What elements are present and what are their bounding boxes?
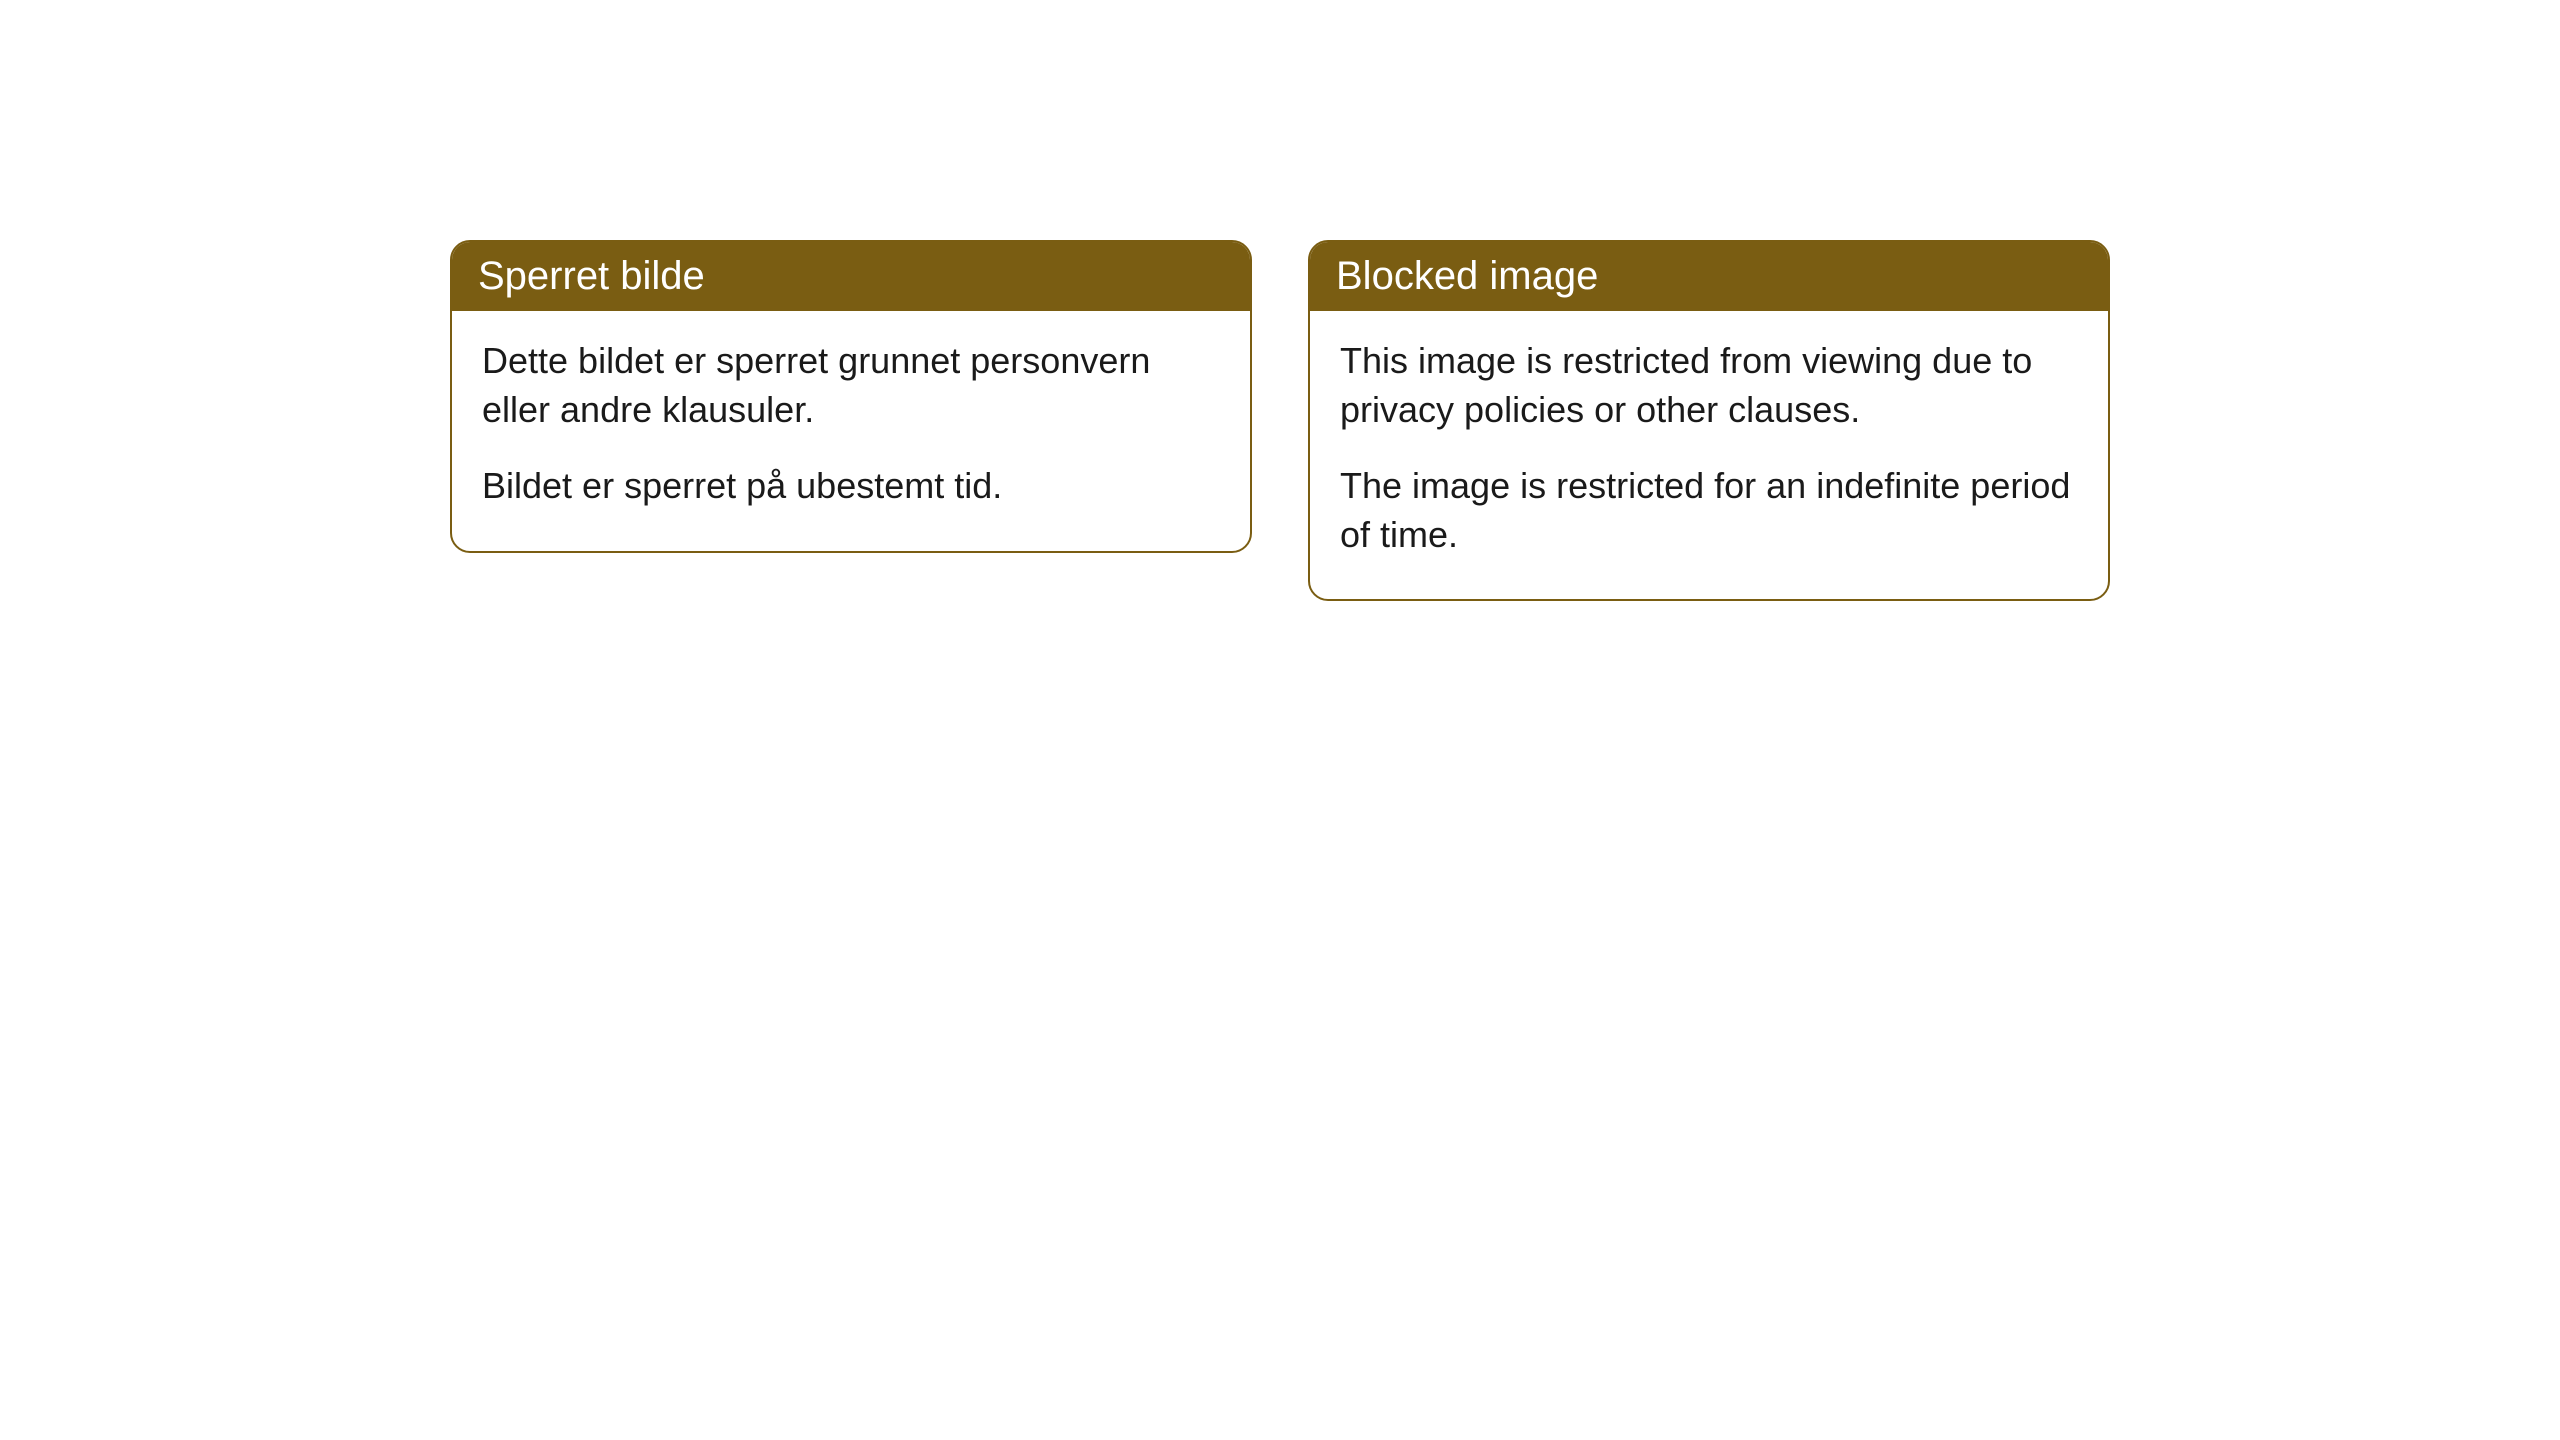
card-title-en: Blocked image	[1336, 254, 1598, 298]
card-header-en: Blocked image	[1310, 242, 2108, 311]
blocked-image-card-no: Sperret bilde Dette bildet er sperret gr…	[450, 240, 1252, 553]
card-title-no: Sperret bilde	[478, 254, 705, 298]
card-body-en: This image is restricted from viewing du…	[1310, 311, 2108, 599]
card-paragraph-en-1: This image is restricted from viewing du…	[1340, 337, 2078, 434]
card-header-no: Sperret bilde	[452, 242, 1250, 311]
blocked-image-card-en: Blocked image This image is restricted f…	[1308, 240, 2110, 601]
card-body-no: Dette bildet er sperret grunnet personve…	[452, 311, 1250, 551]
card-paragraph-no-1: Dette bildet er sperret grunnet personve…	[482, 337, 1220, 434]
card-paragraph-no-2: Bildet er sperret på ubestemt tid.	[482, 462, 1220, 511]
card-paragraph-en-2: The image is restricted for an indefinit…	[1340, 462, 2078, 559]
cards-container: Sperret bilde Dette bildet er sperret gr…	[450, 240, 2110, 1440]
